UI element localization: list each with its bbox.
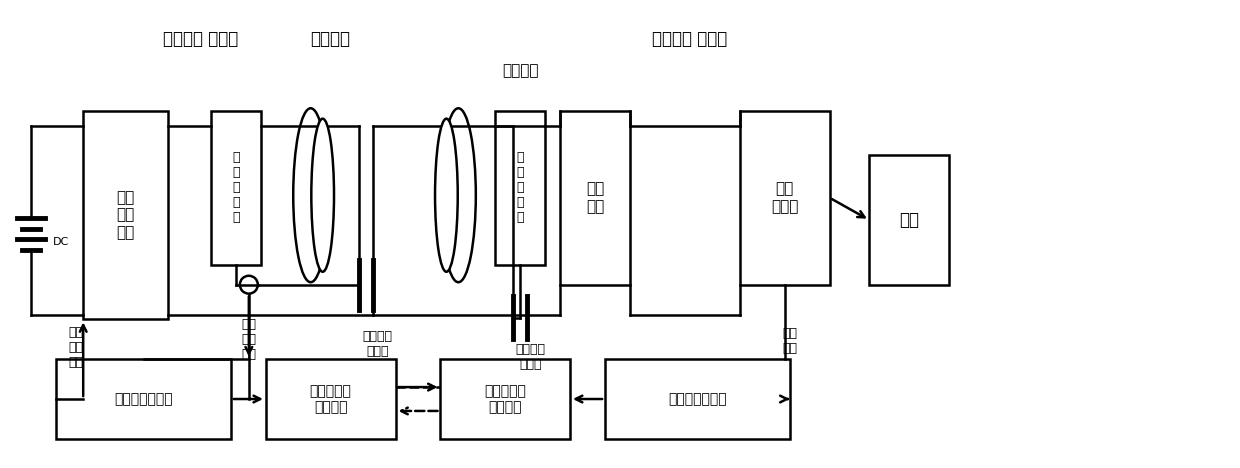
Bar [560,111,630,285]
Text: 磁
屏
蔽
机
构: 磁 屏 蔽 机 构 [232,151,239,224]
Ellipse shape [435,119,458,272]
Bar [869,155,950,285]
Text: 关节
控制器: 关节 控制器 [771,182,799,214]
Text: 接收线圈: 接收线圈 [502,64,538,79]
Bar [740,111,830,285]
Text: 高频
逆变
电路: 高频 逆变 电路 [117,190,135,240]
Bar [211,111,260,265]
Bar [440,359,570,439]
Text: 发射端补
偿电容: 发射端补 偿电容 [362,330,393,358]
Text: 发射线圈: 发射线圈 [311,30,351,48]
Bar [83,111,167,320]
Text: 接收端控制电路: 接收端控制电路 [668,392,727,406]
Ellipse shape [311,119,334,272]
Text: 接收端无线
通信单元: 接收端无线 通信单元 [485,384,526,414]
Text: 无线能量 接收端: 无线能量 接收端 [652,30,728,48]
Text: DC: DC [53,237,69,247]
Bar [56,359,231,439]
Text: 频率
跟踪
控制: 频率 跟踪 控制 [68,326,84,369]
Text: 接收端补
偿电容: 接收端补 偿电容 [515,343,546,371]
Bar [495,111,546,265]
Text: 关节: 关节 [899,211,919,229]
Text: 无线能量 发射端: 无线能量 发射端 [164,30,238,48]
Text: 发射端控制电路: 发射端控制电路 [114,392,172,406]
Ellipse shape [441,108,476,282]
Text: 负载
参数: 负载 参数 [782,327,797,355]
Ellipse shape [293,108,329,282]
Text: 磁
屏
蔽
机
构: 磁 屏 蔽 机 构 [517,151,525,224]
Text: 电路
参数
采集: 电路 参数 采集 [242,318,257,361]
Bar [605,359,790,439]
Text: 整流
电路: 整流 电路 [587,182,604,214]
Bar [265,359,396,439]
Text: 发射端无线
通信单元: 发射端无线 通信单元 [310,384,352,414]
